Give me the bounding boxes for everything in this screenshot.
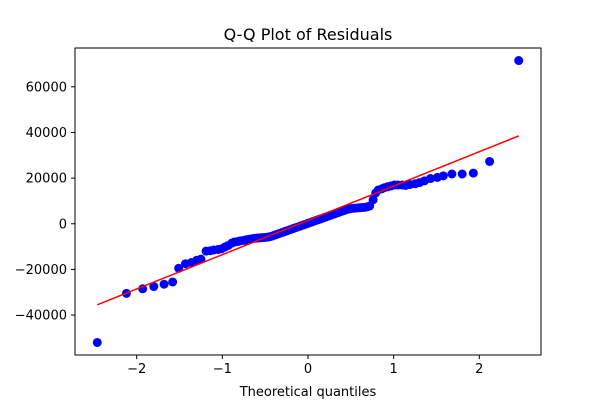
y-tick-label: 20000 <box>26 172 67 187</box>
qq-point <box>368 195 378 205</box>
y-tick-label: 40000 <box>26 126 67 141</box>
qq-point <box>447 169 457 179</box>
qq-point <box>92 337 102 347</box>
x-axis-label: Theoretical quantiles <box>239 385 377 400</box>
x-axis: −2 −1 0 1 2 <box>127 355 483 377</box>
qq-point <box>196 254 206 264</box>
y-tick-label: −40000 <box>15 309 67 324</box>
qq-point <box>425 174 435 184</box>
y-axis: −40000 −20000 0 20000 40000 60000 <box>15 80 75 324</box>
qq-point <box>159 279 169 289</box>
x-tick-label: 1 <box>390 362 398 377</box>
x-tick-label: −2 <box>127 362 146 377</box>
qq-point <box>514 56 524 66</box>
plot-area-frame <box>74 47 542 356</box>
y-tick-label: 60000 <box>26 80 67 95</box>
qq-point <box>468 168 478 178</box>
qq-point <box>457 169 467 179</box>
qq-point <box>168 277 178 287</box>
x-tick-label: 0 <box>304 362 312 377</box>
chart-title: Q-Q Plot of Residuals <box>224 25 393 44</box>
qq-point <box>138 284 148 294</box>
x-tick-label: 2 <box>475 362 483 377</box>
qq-point <box>485 156 495 166</box>
y-tick-label: −20000 <box>15 263 67 278</box>
qq-point <box>438 171 448 181</box>
plot-content <box>92 56 524 347</box>
x-tick-label: −1 <box>213 362 232 377</box>
y-tick-label: 0 <box>59 217 67 232</box>
reference-line <box>96 135 520 306</box>
qq-point <box>149 282 159 292</box>
